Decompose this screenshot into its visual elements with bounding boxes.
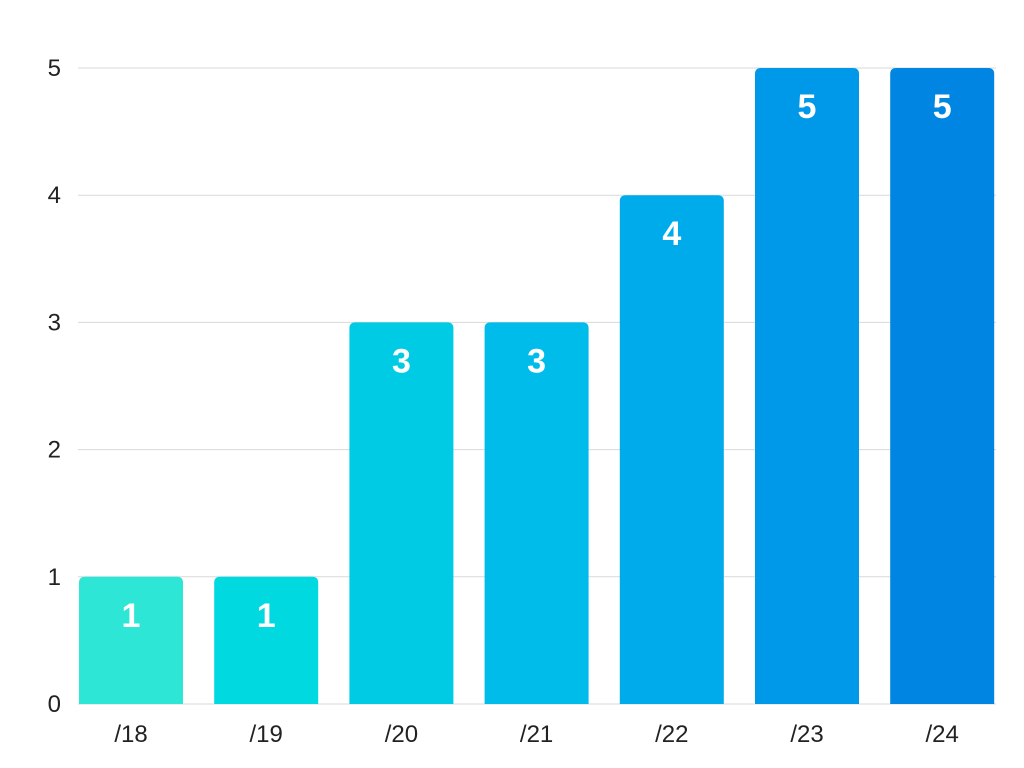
y-tick-label: 0 <box>48 691 61 718</box>
y-tick-label: 5 <box>48 55 61 82</box>
y-tick-label: 2 <box>48 437 61 464</box>
data-labels: 1 1 3 3 4 5 5 <box>122 88 952 635</box>
x-axis-ticks: /18/19/20/21/22/23/24 <box>114 721 959 748</box>
x-tick-label: /22 <box>655 721 688 748</box>
bar-19 <box>214 576 319 704</box>
y-axis-ticks: 0 1 2 3 4 5 <box>48 55 61 718</box>
data-label: 1 <box>122 597 141 635</box>
bars <box>79 68 995 704</box>
x-tick-label: /24 <box>926 721 959 748</box>
data-label: 5 <box>798 88 817 126</box>
x-tick-label: /18 <box>114 721 147 748</box>
x-tick-label: /23 <box>790 721 823 748</box>
data-label: 3 <box>527 342 546 380</box>
x-tick-label: /20 <box>385 721 418 748</box>
bar-24 <box>890 68 995 704</box>
bar-20 <box>349 322 454 704</box>
x-tick-label: /19 <box>250 721 283 748</box>
y-tick-label: 1 <box>48 564 61 591</box>
y-tick-label: 4 <box>48 182 61 209</box>
bar-23 <box>755 68 859 704</box>
data-label: 1 <box>257 597 276 635</box>
y-tick-label: 3 <box>48 309 61 336</box>
x-tick-label: /21 <box>520 721 553 748</box>
bar-21 <box>484 322 589 704</box>
bar-22 <box>619 195 724 704</box>
data-label: 5 <box>933 88 952 126</box>
data-label: 3 <box>392 342 411 380</box>
bar-18 <box>79 576 183 704</box>
data-label: 4 <box>662 215 681 253</box>
